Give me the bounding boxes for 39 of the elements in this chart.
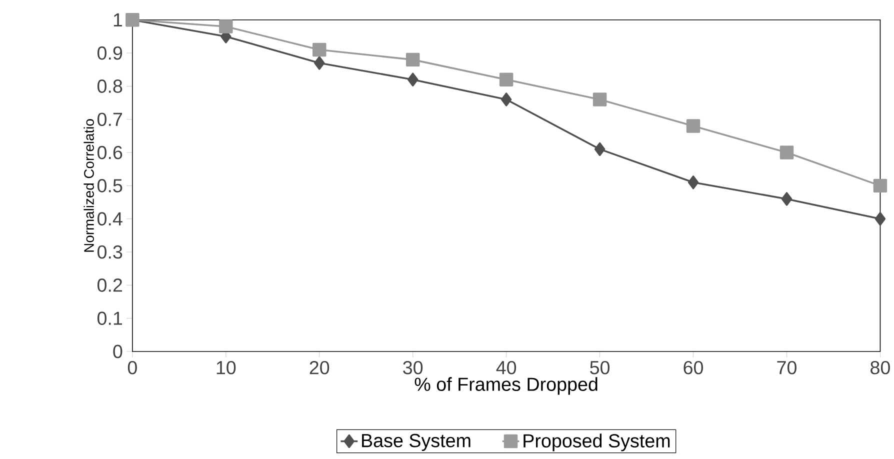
point — [499, 72, 514, 86]
point — [594, 142, 606, 156]
point — [500, 92, 512, 106]
y-tick-label: 0.1 — [97, 312, 122, 325]
legend-label: Base System — [362, 434, 470, 451]
y-tick-label: 0.9 — [97, 46, 122, 60]
point — [312, 42, 326, 57]
point — [219, 20, 233, 34]
x-tick-label: 50 — [590, 360, 610, 374]
point — [406, 52, 420, 67]
x-tick-label: 30 — [403, 360, 423, 374]
y-axis-title: Normalized Correlatio — [84, 119, 94, 252]
y-tick-label: 0 — [113, 344, 122, 358]
x-tick-label: 40 — [496, 360, 516, 374]
x-tick-label: 80 — [870, 360, 890, 374]
legend-label: Proposed System — [524, 434, 670, 452]
y-tick-label: 0.7 — [97, 112, 122, 126]
point — [407, 72, 418, 86]
point — [314, 56, 325, 70]
point — [592, 92, 607, 106]
y-tick-label: 1 — [114, 13, 122, 26]
x-tick-label: 20 — [310, 360, 330, 374]
y-tick-label: 0.8 — [97, 80, 122, 93]
point — [874, 212, 886, 226]
y-tick-label: 0.2 — [97, 278, 122, 292]
x-tick-label: 10 — [216, 360, 236, 374]
y-tick-label: 0.5 — [97, 179, 122, 192]
x-tick-label: 0 — [128, 360, 137, 374]
point — [686, 119, 700, 133]
y-tick-label: 0.3 — [97, 245, 122, 259]
point — [688, 176, 699, 190]
point — [781, 192, 792, 206]
x-tick-label: 60 — [684, 360, 704, 374]
y-tick-label: 0.6 — [97, 146, 122, 160]
x-axis-title: % of Frames Dropped — [414, 377, 598, 395]
point — [873, 178, 888, 193]
y-tick-label: 0.4 — [97, 212, 122, 226]
point — [780, 146, 794, 160]
x-tick-label: 70 — [777, 360, 796, 374]
